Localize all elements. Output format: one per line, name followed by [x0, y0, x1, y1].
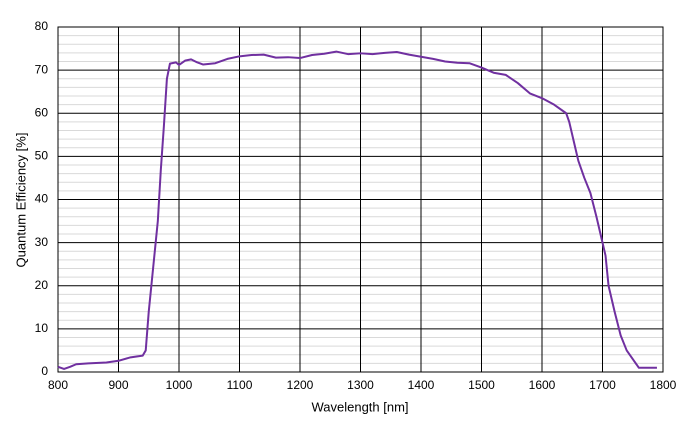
y-tick-label: 40 [35, 192, 49, 206]
x-tick-label: 1300 [347, 378, 374, 392]
x-tick-label: 1800 [650, 378, 677, 392]
y-tick-label: 80 [35, 19, 49, 33]
plot-border [57, 26, 664, 373]
y-tick-label: 50 [35, 149, 49, 163]
y-axis-title: Quantum Efficiency [%] [13, 133, 28, 268]
y-tick-label: 60 [35, 105, 49, 119]
y-tick-label: 20 [35, 278, 49, 292]
y-tick-label: 10 [35, 321, 49, 335]
x-tick-label: 1700 [589, 378, 616, 392]
x-axis-title: Wavelength [nm] [311, 399, 408, 414]
y-tick-label: 30 [35, 235, 49, 249]
data-line [57, 50, 657, 370]
x-tick-label: 1600 [529, 378, 556, 392]
x-tick-label: 1000 [166, 378, 193, 392]
x-tick-label: 1400 [408, 378, 435, 392]
x-tick-label: 900 [108, 378, 128, 392]
x-tick-label: 1100 [227, 378, 253, 392]
x-tick-label: 800 [48, 378, 68, 392]
y-tick-label: 70 [35, 62, 49, 76]
x-tick-label: 1500 [468, 378, 495, 392]
x-tick-label: 1200 [287, 378, 314, 392]
y-tick-label: 0 [41, 364, 48, 378]
